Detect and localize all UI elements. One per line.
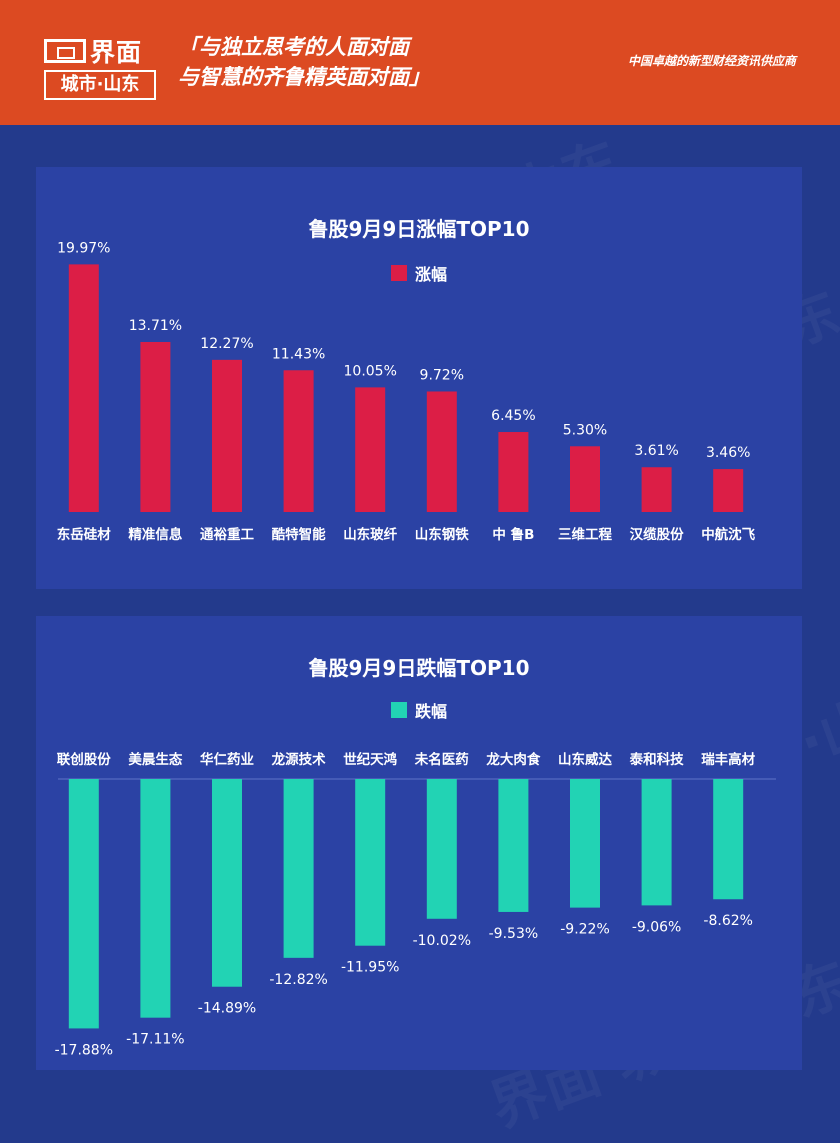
- loss-category-label: 美晨生态: [128, 751, 182, 768]
- loss-chart-panel: 鲁股9月9日跌幅TOP10 跌幅 -17.88% 联创股份 -17.11% 美晨生态 -…: [36, 616, 802, 1070]
- loss-bar: [426, 779, 457, 919]
- loss-value-label: -9.22%: [560, 922, 610, 938]
- gain-legend-label: 涨幅: [414, 265, 447, 284]
- loss-category-label: 瑞丰高材: [701, 751, 755, 768]
- gain-value-label: 5.30%: [563, 422, 607, 438]
- gain-value-label: 3.61%: [634, 443, 678, 459]
- loss-category-label: 龙源技术: [271, 751, 326, 768]
- loss-category-label: 龙大肉食: [485, 751, 540, 768]
- loss-value-label: -14.89%: [198, 1001, 256, 1017]
- gain-chart-title: 鲁股9月9日涨幅TOP10: [308, 217, 530, 241]
- gain-category-label: 东岳硅材: [57, 526, 111, 543]
- gain-category-label: 中航沈飞: [701, 526, 755, 543]
- gain-value-label: 10.05%: [344, 363, 397, 379]
- gain-bar: [355, 387, 386, 512]
- gain-legend: 涨幅: [36, 261, 802, 285]
- gain-value-label: 9.72%: [420, 367, 464, 383]
- loss-bar: [283, 779, 314, 958]
- loss-category-label: 泰和科技: [629, 751, 684, 768]
- loss-bar: [713, 779, 744, 900]
- header-banner: 界面 城市·山东 「与独立思考的人面对面 与智慧的齐鲁精英面对面」 中国卓越的新…: [0, 0, 840, 125]
- gain-bar: [140, 341, 171, 512]
- gain-bar-chart: 19.97% 东岳硅材 13.71% 精准信息 12.27% 通裕重工 11.43% 酷特智能…: [57, 240, 756, 543]
- loss-category-label: 联创股份: [57, 751, 111, 768]
- slogan-line-1: 「与独立思考的人面对面: [178, 35, 409, 59]
- gain-category-label: 中 鲁B: [492, 526, 534, 543]
- loss-value-label: -9.53%: [489, 926, 539, 942]
- loss-chart-title: 鲁股9月9日跌幅TOP10: [308, 656, 530, 680]
- slogan: 「与独立思考的人面对面 与智慧的齐鲁精英面对面」: [178, 32, 430, 92]
- gain-category-label: 山东玻纤: [343, 526, 397, 543]
- gain-category-label: 通裕重工: [200, 526, 254, 543]
- loss-bar-chart: -17.88% 联创股份 -17.11% 美晨生态 -14.89% 华仁药业 -12.82%…: [55, 751, 776, 1058]
- gain-category-label: 酷特智能: [272, 526, 326, 543]
- loss-legend: 跌幅: [36, 698, 802, 722]
- loss-category-label: 山东威达: [558, 751, 612, 768]
- gain-bar: [426, 391, 457, 512]
- loss-legend-label: 跌幅: [414, 702, 447, 721]
- gain-value-label: 3.46%: [706, 445, 750, 461]
- gain-value-label: 6.45%: [491, 408, 535, 424]
- gain-bar: [570, 446, 600, 512]
- gain-value-label: 19.97%: [57, 240, 110, 256]
- loss-bar: [140, 779, 171, 1018]
- loss-category-label: 华仁药业: [200, 751, 254, 768]
- gain-bar: [713, 469, 744, 512]
- loss-bar: [641, 779, 672, 906]
- gain-category-label: 汉缆股份: [630, 526, 684, 543]
- gain-bar: [212, 359, 242, 512]
- loss-value-label: -10.02%: [413, 933, 471, 949]
- gain-bar: [498, 432, 529, 512]
- loss-bar: [498, 779, 529, 912]
- loss-bar: [212, 779, 242, 987]
- gain-value-label: 13.71%: [129, 318, 182, 334]
- loss-bar: [68, 779, 99, 1029]
- loss-bar: [355, 779, 386, 946]
- gain-bar: [283, 370, 314, 512]
- tagline: 中国卓越的新型财经资讯供应商: [627, 54, 796, 68]
- loss-bar: [570, 779, 600, 908]
- loss-value-label: -17.11%: [126, 1032, 184, 1048]
- gain-value-label: 11.43%: [272, 346, 325, 362]
- gain-chart-panel: 鲁股9月9日涨幅TOP10 涨幅 19.97% 东岳硅材 13.71% 精准信息 12.…: [36, 167, 802, 589]
- jiemian-logo: 界面 城市·山东: [44, 36, 156, 100]
- logo-city: 城市·山东: [44, 70, 156, 100]
- loss-legend-swatch: [390, 702, 407, 718]
- loss-category-label: 未名医药: [415, 751, 469, 768]
- slogan-line-2: 与智慧的齐鲁精英面对面」: [178, 65, 430, 89]
- loss-value-label: -8.62%: [703, 913, 753, 929]
- logo-name: 界面: [90, 38, 143, 67]
- gain-value-label: 12.27%: [200, 336, 253, 352]
- loss-value-label: -11.95%: [341, 960, 399, 976]
- gain-category-label: 山东钢铁: [415, 526, 469, 543]
- gain-category-label: 三维工程: [558, 526, 612, 543]
- gain-bar: [68, 264, 99, 512]
- loss-category-label: 世纪天鸿: [343, 751, 397, 768]
- loss-value-label: -12.82%: [269, 972, 327, 988]
- gain-category-label: 精准信息: [128, 526, 182, 543]
- logo-mark-icon: [44, 39, 86, 63]
- gain-bar: [641, 467, 672, 512]
- gain-legend-swatch: [390, 265, 407, 281]
- loss-value-label: -9.06%: [632, 919, 682, 935]
- loss-value-label: -17.88%: [55, 1042, 113, 1058]
